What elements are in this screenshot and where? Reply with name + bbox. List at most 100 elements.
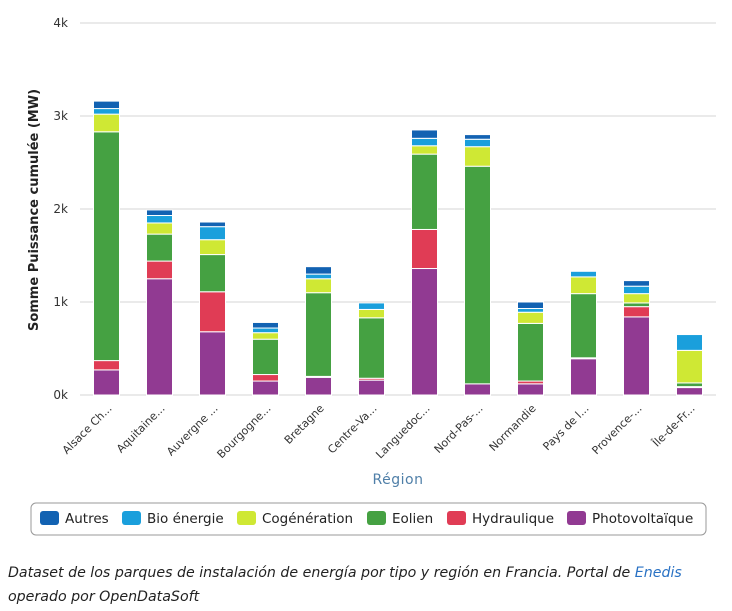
stacked-bar-chart: 0k 1k 2k 3k 4k Alsace Ch... Aquitaine...Auver… — [27, 16, 716, 536]
legend-item[interactable]: Autres — [40, 511, 109, 527]
bar-segment[interactable] — [676, 349, 703, 384]
bar-segment[interactable] — [570, 270, 597, 278]
bar-segment[interactable] — [517, 311, 544, 324]
bar-segment[interactable] — [517, 383, 544, 396]
bar-segment[interactable] — [252, 321, 279, 329]
bar-segment[interactable] — [146, 233, 173, 262]
bar-segment[interactable] — [676, 334, 703, 351]
x-axis-ticks: Alsace Ch... Aquitaine...Auvergne ...Bour… — [60, 402, 698, 461]
bar-segment[interactable] — [623, 306, 650, 318]
bar-segment[interactable] — [252, 338, 279, 376]
bar-segment[interactable] — [199, 331, 226, 396]
legend-item[interactable]: Hydraulique — [447, 511, 554, 527]
bar-segment[interactable] — [93, 360, 120, 371]
bar-segment[interactable] — [305, 376, 332, 396]
legend-label: Autres — [65, 511, 109, 527]
bar-segment[interactable] — [464, 146, 491, 167]
bar-segment[interactable] — [93, 369, 120, 396]
bar-segment[interactable] — [305, 292, 332, 377]
bar-segment[interactable] — [252, 380, 279, 396]
bar-segment[interactable] — [623, 293, 650, 304]
bar-segment[interactable] — [411, 145, 438, 155]
bar-segment[interactable] — [146, 260, 173, 280]
bar-segment[interactable] — [358, 302, 385, 310]
bar-segment[interactable] — [623, 316, 650, 396]
bar-segment[interactable] — [93, 100, 120, 110]
bar-segment[interactable] — [199, 291, 226, 333]
bar-segment[interactable] — [411, 129, 438, 139]
y-tick-label: 0k — [53, 388, 68, 402]
legend-swatch — [567, 511, 586, 525]
bar-segment[interactable] — [146, 278, 173, 396]
grid-lines — [80, 22, 716, 396]
bar-segment[interactable] — [570, 276, 597, 295]
bar-segment[interactable] — [570, 358, 597, 396]
bar-segment[interactable] — [252, 374, 279, 382]
bar-segment[interactable] — [93, 113, 120, 133]
x-tick-label: Alsace Ch... — [60, 402, 115, 457]
y-tick-label: 1k — [53, 295, 68, 309]
bar-segment[interactable] — [199, 226, 226, 241]
x-tick-label: Provence-... — [589, 402, 644, 457]
legend-swatch — [447, 511, 466, 525]
enedis-link[interactable]: Enedis — [634, 565, 682, 581]
bar-segment[interactable] — [358, 317, 385, 379]
caption-text-end: operado por OpenDataSoft — [8, 589, 200, 605]
bar-segment[interactable] — [146, 215, 173, 224]
bar-segment[interactable] — [146, 222, 173, 235]
x-tick-label: Aquitaine... — [114, 402, 168, 456]
bar-segment[interactable] — [93, 108, 120, 115]
x-tick-label: Normandie — [487, 402, 539, 454]
x-tick-label: Bretagne — [282, 402, 327, 447]
bar-segment[interactable] — [464, 383, 491, 396]
bar-segment[interactable] — [411, 137, 438, 147]
legend-label: Bio énergie — [147, 511, 224, 527]
legend-label: Eolien — [392, 511, 433, 527]
bar-segment[interactable] — [517, 322, 544, 382]
bar-segment[interactable] — [305, 278, 332, 294]
y-axis-ticks: 0k 1k 2k 3k 4k — [53, 16, 68, 402]
legend-item[interactable]: Eolien — [367, 511, 433, 527]
bar-segment[interactable] — [676, 382, 703, 388]
bar-segment[interactable] — [93, 131, 120, 362]
legend-swatch — [237, 511, 256, 525]
caption-text: Dataset de los parques de instalación de… — [8, 565, 635, 581]
x-tick-label: Bourgogne... — [215, 402, 274, 461]
bar-segment[interactable] — [517, 308, 544, 313]
bar-segment[interactable] — [199, 221, 226, 228]
legend: Autres Bio énergie Cogénération Eolien Hydra… — [30, 502, 707, 536]
bar-segment[interactable] — [199, 239, 226, 256]
bar-segment[interactable] — [199, 254, 226, 293]
bar-segment[interactable] — [411, 228, 438, 270]
bar-segment[interactable] — [623, 302, 650, 308]
bar-segment[interactable] — [305, 266, 332, 275]
legend-item[interactable]: Bio énergie — [122, 511, 224, 527]
legend-swatch — [122, 511, 141, 525]
bar-segment[interactable] — [464, 165, 491, 385]
bar-segment[interactable] — [464, 134, 491, 140]
legend-label: Cogénération — [262, 511, 353, 527]
x-tick-label: Languedoc... — [373, 402, 432, 461]
bar-segment[interactable] — [411, 153, 438, 230]
x-tick-label: Centre-Va... — [325, 402, 379, 456]
bar-segment[interactable] — [252, 327, 279, 334]
y-axis-title: Somme Puissance cumulée (MW) — [27, 89, 42, 331]
bar-segment[interactable] — [358, 308, 385, 319]
bar-segment[interactable] — [305, 273, 332, 280]
y-tick-label: 3k — [53, 109, 68, 123]
x-tick-label: Nord-Pas-... — [432, 402, 486, 456]
y-tick-label: 4k — [53, 16, 68, 30]
bar-segment[interactable] — [411, 268, 438, 396]
bar-segment[interactable] — [464, 138, 491, 148]
bar-segment[interactable] — [570, 293, 597, 359]
bar-segment[interactable] — [676, 387, 703, 396]
bar-segment[interactable] — [623, 285, 650, 295]
bar-segment[interactable] — [252, 332, 279, 340]
bar-segment[interactable] — [517, 301, 544, 310]
bars — [93, 100, 703, 396]
bar-segment[interactable] — [358, 379, 385, 396]
bar-segment[interactable] — [623, 280, 650, 287]
legend-item[interactable]: Cogénération — [237, 511, 353, 527]
bar-segment[interactable] — [146, 209, 173, 217]
legend-item[interactable]: Photovoltaïque — [567, 511, 693, 527]
